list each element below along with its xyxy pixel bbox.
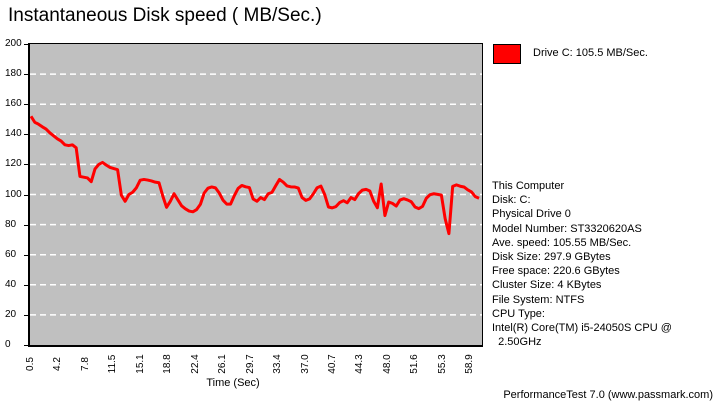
x-axis-tick-label: 0.5 [25, 357, 36, 371]
plot-area [28, 43, 483, 347]
info-line: Model Number: ST3320620AS [492, 222, 642, 235]
x-axis-tick-label: 55.3 [436, 354, 448, 374]
info-line: File System: NTFS [492, 293, 585, 306]
info-line: Physical Drive 0 [492, 208, 571, 221]
y-axis-tick [24, 254, 29, 256]
y-axis-tick-label: 120 [5, 158, 22, 170]
x-axis-tick-label: 4.2 [52, 357, 64, 371]
speed-line-series [30, 115, 480, 236]
footer-branding: PerformanceTest 7.0 (www.passmark.com) [503, 389, 713, 401]
info-line: CPU Type: [492, 307, 545, 320]
x-axis-tick-label: 15.1 [134, 354, 146, 374]
y-axis-tick [24, 224, 29, 226]
x-axis-tick-label: 44.3 [354, 354, 366, 374]
y-axis-tick [24, 164, 29, 166]
x-axis-tick-label: 51.6 [409, 354, 421, 374]
y-axis-tick-label: 140 [5, 128, 22, 140]
y-axis-tick-label: 100 [5, 188, 22, 200]
x-axis-tick-label: 33.4 [272, 354, 284, 374]
y-axis-tick [24, 134, 29, 136]
info-line: Intel(R) Core(TM) i5-24050S CPU @ [492, 322, 672, 335]
x-axis-tick-label: 11.5 [107, 354, 119, 374]
y-axis-tick-label: 40 [5, 278, 17, 290]
y-axis-tick-label: 160 [5, 98, 22, 110]
y-axis-tick-label: 200 [5, 38, 22, 49]
legend-swatch [493, 44, 521, 64]
y-axis-tick-label: 0 [5, 339, 11, 350]
y-axis-tick-label: 60 [5, 248, 17, 260]
info-line: Disk: C: [492, 194, 531, 207]
y-axis-tick-label: 80 [5, 218, 17, 230]
info-line: Ave. speed: 105.55 MB/Sec. [492, 236, 632, 249]
y-axis-tick [24, 44, 29, 45]
x-axis-tick-label: 7.8 [79, 357, 91, 371]
info-line: This Computer [492, 180, 565, 192]
x-axis-title: Time (Sec) [206, 377, 260, 389]
y-axis-tick [24, 74, 29, 76]
info-line: Disk Size: 297.9 GBytes [492, 251, 611, 264]
y-axis-tick [24, 314, 29, 316]
x-axis-tick-label: 37.0 [299, 354, 311, 374]
y-axis-tick [24, 104, 29, 106]
y-axis-tick-label: 180 [5, 68, 22, 80]
system-info-block: This Computer Disk: C: Physical Drive 0 Mod… [492, 179, 672, 349]
x-axis-tick-label: 48.0 [381, 354, 393, 374]
y-axis-tick-label: 20 [5, 308, 17, 320]
y-axis-tick [24, 345, 29, 346]
y-axis-tick [24, 284, 29, 286]
legend-label: Drive C: 105.5 MB/Sec. [533, 47, 648, 59]
x-axis-tick-label: 40.7 [326, 354, 338, 374]
x-axis-tick-label: 18.8 [162, 354, 174, 374]
info-line: Free space: 220.6 GBytes [492, 265, 620, 278]
info-line: 2.50GHz [492, 336, 542, 349]
info-line: Cluster Size: 4 KBytes [492, 279, 602, 292]
x-axis-tick-label: 58.9 [464, 354, 476, 374]
y-axis-tick [24, 194, 29, 196]
chart-title: Instantaneous Disk speed ( MB/Sec.) [8, 5, 322, 26]
